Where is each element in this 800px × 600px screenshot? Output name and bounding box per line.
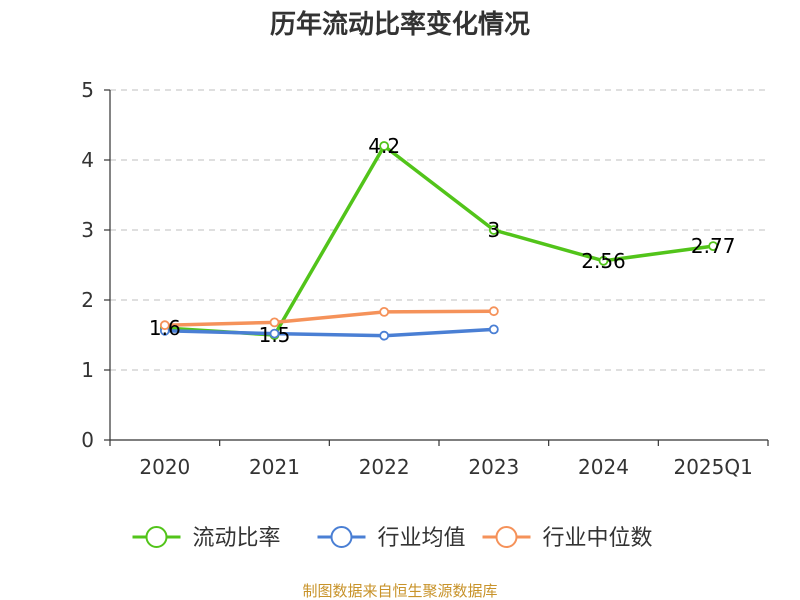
y-tick-label: 0 (81, 428, 94, 452)
legend-label: 行业均值 (378, 526, 466, 551)
chart-title: 历年流动比率变化情况 (270, 9, 530, 40)
data-labels: 1.6 1.5 4.2 3 2.56 2.77 (149, 134, 736, 347)
data-label: 1.5 (259, 323, 291, 347)
data-point (159, 320, 170, 331)
legend-item: 行业中位数 (482, 526, 653, 551)
data-point (488, 324, 499, 335)
x-tick-label: 2022 (359, 455, 410, 479)
legend-label: 流动比率 (193, 526, 281, 551)
x-tick-label: 2023 (468, 455, 519, 479)
legend-label: 行业中位数 (543, 526, 653, 551)
data-point (488, 225, 499, 235)
y-tick-label: 5 (81, 78, 94, 102)
data-point (269, 317, 280, 328)
legend-marker-icon (330, 526, 353, 548)
legend-marker-icon (495, 526, 518, 548)
y-tick-label: 3 (81, 218, 94, 242)
data-label: 2.56 (581, 249, 626, 273)
x-tick-label: 2024 (578, 455, 629, 479)
source-note: 制图数据来自恒生聚源数据库 (302, 582, 497, 600)
data-point (379, 141, 390, 151)
legend-marker-icon (145, 526, 168, 548)
data-point (379, 330, 390, 341)
data-point (379, 306, 390, 317)
x-tick-label: 2020 (139, 455, 190, 479)
series-line (163, 327, 496, 338)
y-tick-label: 1 (81, 358, 94, 382)
data-point (269, 328, 280, 339)
series-line (163, 144, 715, 337)
grid-lines (110, 89, 768, 371)
data-point (708, 241, 719, 252)
x-tick-label: 2025Q1 (673, 455, 752, 479)
x-tick-label: 2021 (249, 455, 300, 479)
y-tick-label: 2 (81, 288, 94, 312)
y-tick-label: 4 (81, 148, 94, 172)
series-line (163, 309, 496, 327)
data-point (488, 306, 499, 317)
data-label: 1.6 (149, 316, 181, 340)
data-label: 2.77 (691, 234, 736, 258)
data-point (598, 255, 609, 266)
legend-item: 流动比率 (132, 526, 281, 551)
axes: 0 1 2 3 4 5 2020 2021 2022 2023 2024 2025Q1 (81, 78, 769, 479)
legend-item: 行业均值 (317, 526, 466, 551)
legend: 流动比率 行业均值 行业中位数 (132, 526, 653, 551)
series-lines (159, 141, 719, 341)
data-label: 3 (487, 218, 500, 242)
data-label: 4.2 (368, 134, 400, 158)
